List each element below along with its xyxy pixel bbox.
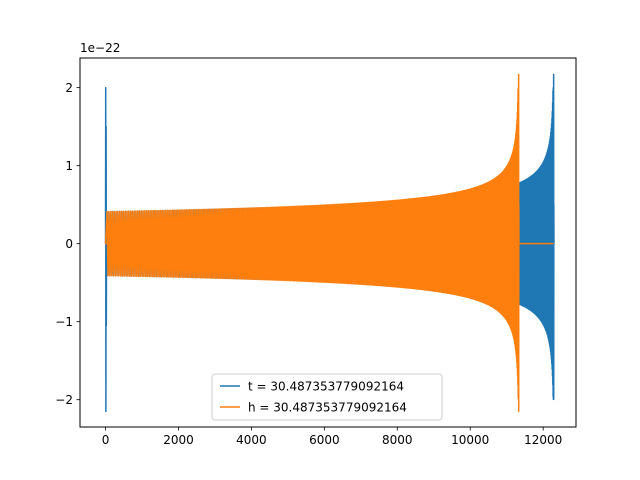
- y-tick-label: 0: [65, 237, 73, 251]
- legend-box: [211, 373, 443, 421]
- x-tick-label: 6000: [309, 433, 340, 447]
- series-2: [104, 73, 554, 413]
- x-tick-label: 10000: [451, 433, 489, 447]
- y-tick-label: 2: [65, 81, 73, 95]
- x-tick-label: 12000: [524, 433, 562, 447]
- legend-label: h = 30.487353779092164: [248, 401, 407, 415]
- x-tick-label: 0: [102, 433, 110, 447]
- x-axis: 0 2000 4000 6000 8000 10000 12000: [102, 427, 562, 447]
- x-tick-label: 8000: [382, 433, 413, 447]
- y-tick-label: −1: [55, 315, 73, 329]
- series-line: [104, 73, 554, 413]
- legend-label: t = 30.487353779092164: [248, 380, 404, 394]
- y-axis: −2 −1 0 1 2: [55, 81, 80, 407]
- series-layer: [104, 73, 555, 413]
- y-offset-text: 1e−22: [80, 41, 120, 55]
- x-tick-label: 2000: [163, 433, 194, 447]
- plot-frame: [79, 57, 577, 428]
- legend: t = 30.487353779092164 h = 30.48735377909…: [211, 373, 443, 421]
- x-tick-label: 4000: [236, 433, 267, 447]
- y-tick-label: −2: [55, 393, 73, 407]
- y-tick-label: 1: [65, 159, 73, 173]
